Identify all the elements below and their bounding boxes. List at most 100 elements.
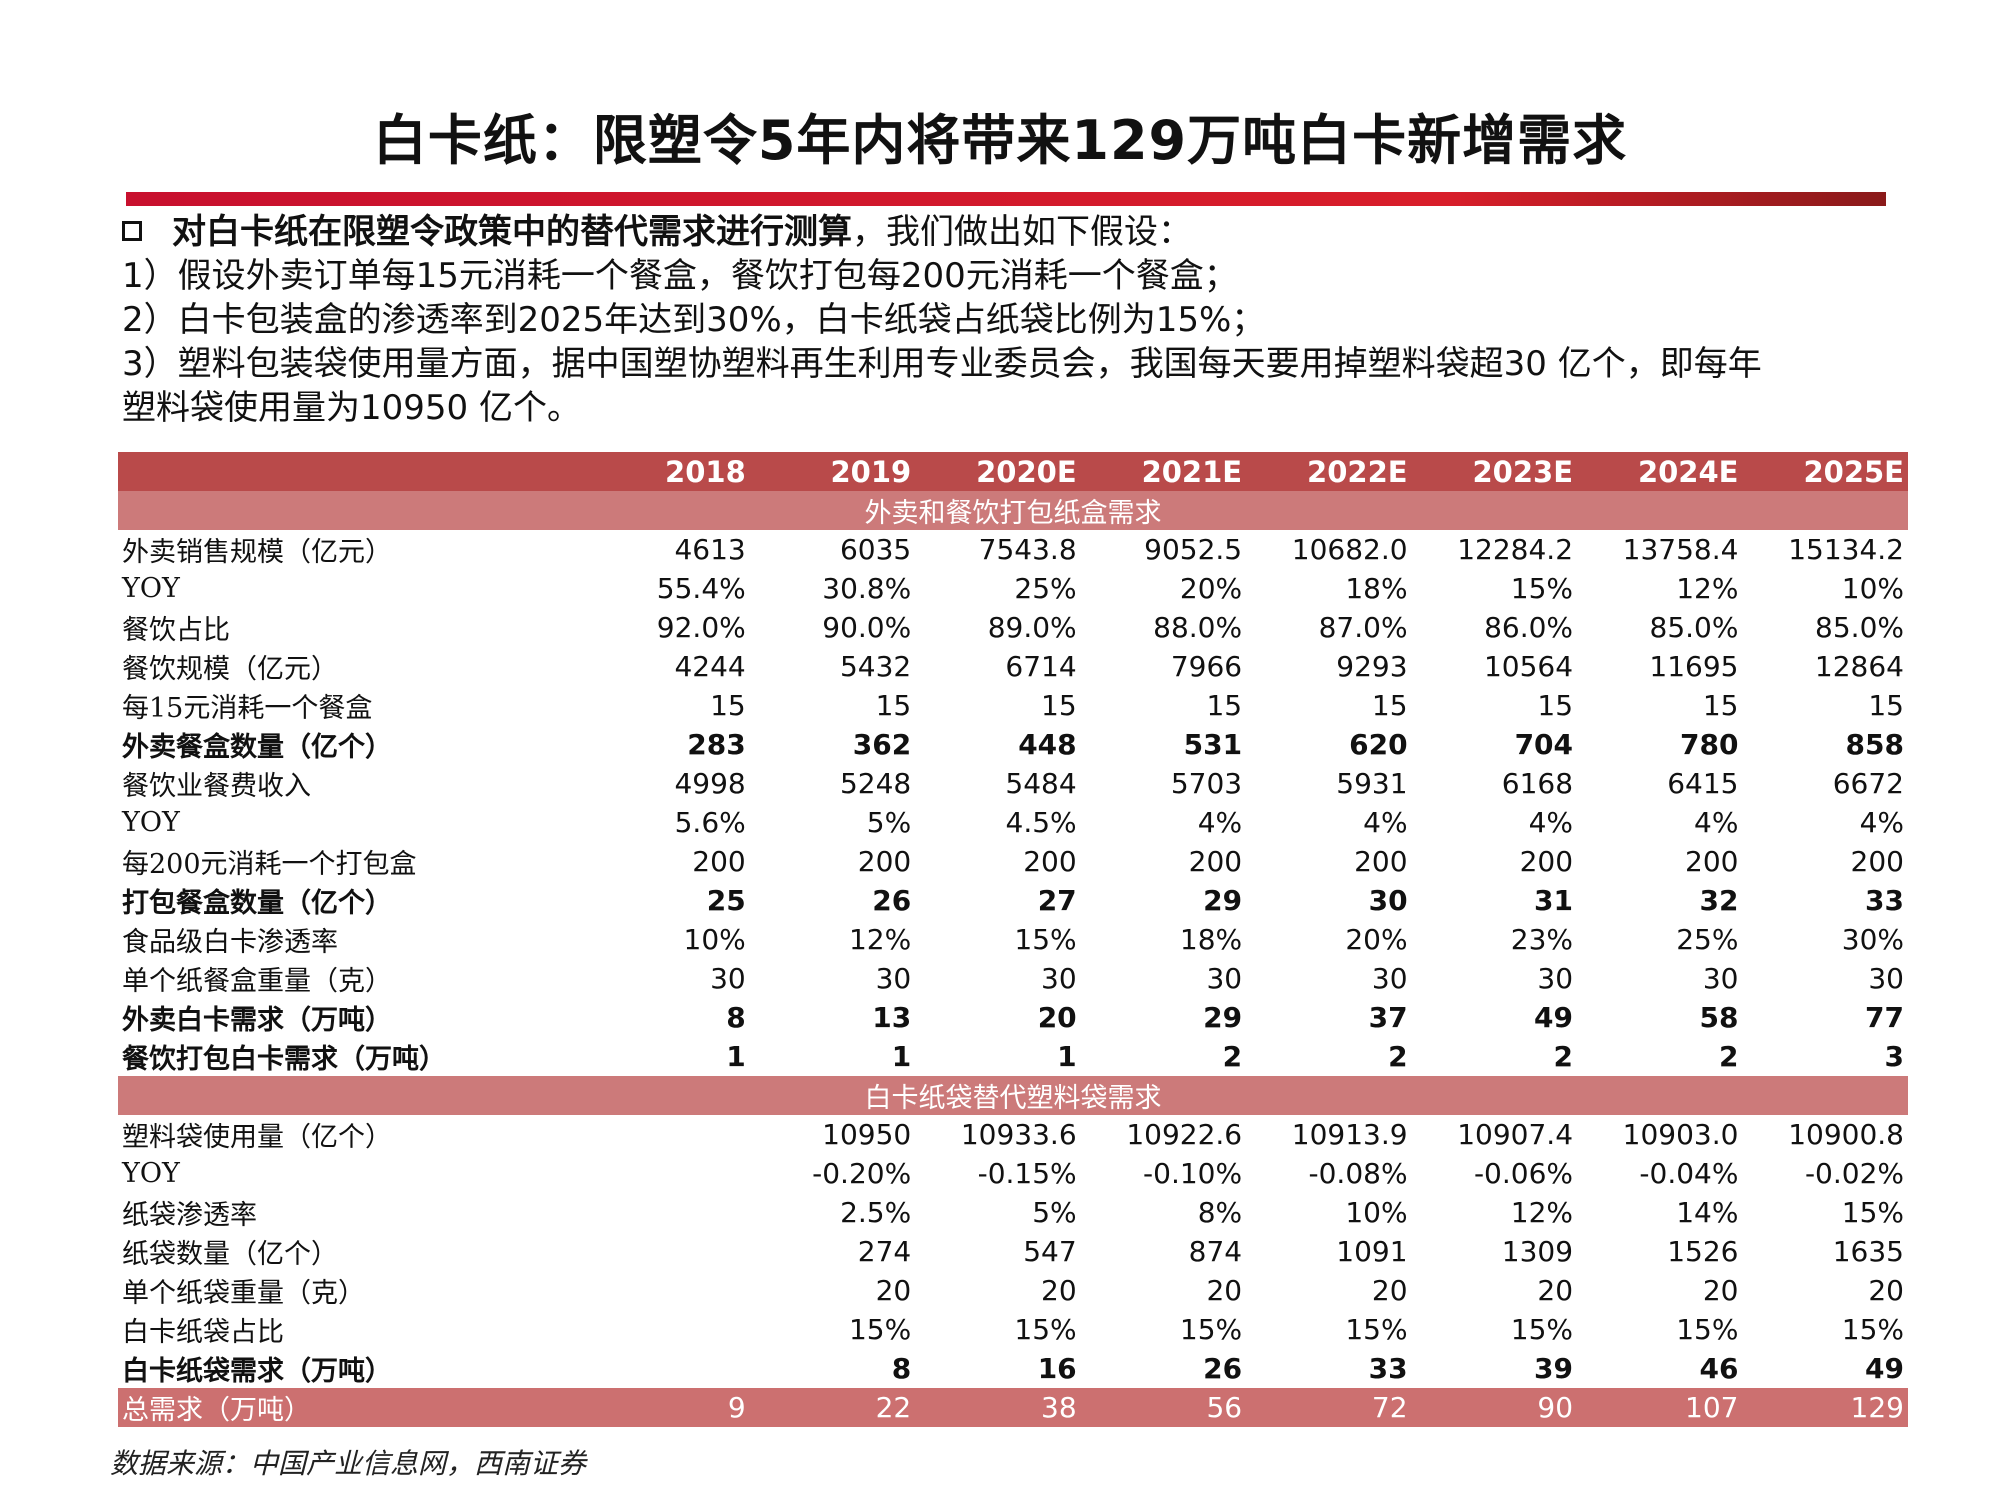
table-cell: 15% <box>848 1313 912 1346</box>
row-label: 单个纸餐盒重量（克） <box>122 966 392 997</box>
table-cell: 6035 <box>839 533 912 566</box>
table-cell: 15 <box>1371 689 1408 722</box>
table-cell: 12284.2 <box>1457 533 1574 566</box>
table-cell: 10% <box>683 923 746 956</box>
table-cell: 46 <box>1699 1352 1739 1385</box>
table-cell: 20 <box>1868 1274 1904 1307</box>
table-cell: 10933.6 <box>960 1118 1077 1151</box>
table-cell: 90.0% <box>822 611 912 644</box>
table-cell: 30 <box>1868 962 1904 995</box>
table-cell: 620 <box>1349 728 1408 761</box>
assumption-lead-tail: ，我们做出如下假设： <box>852 212 1192 252</box>
row-label: 纸袋数量（亿个） <box>122 1239 338 1270</box>
table-cell: 3 <box>1884 1040 1904 1073</box>
data-source: 数据来源：中国产业信息网，西南证券 <box>110 1447 587 1480</box>
table-cell: 10913.9 <box>1291 1118 1408 1151</box>
table-cell: 2 <box>1553 1040 1574 1073</box>
table-cell: 200 <box>1850 845 1904 878</box>
table-cell: 16 <box>1037 1352 1077 1385</box>
table-cell: -0.10% <box>1143 1157 1243 1190</box>
table-cell: 4244 <box>674 650 746 683</box>
total-demand-cell: 22 <box>749 1388 916 1427</box>
row-label: 餐饮规模（亿元） <box>122 654 338 685</box>
row-label: YOY <box>122 807 180 838</box>
table-cell: 15% <box>1841 1196 1904 1229</box>
row-label: 单个纸袋重量（克） <box>122 1278 365 1309</box>
table-cell: 200 <box>1188 845 1243 878</box>
row-label: 食品级白卡渗透率 <box>122 927 338 958</box>
table-cell: 10907.4 <box>1457 1118 1574 1151</box>
table-cell: 20 <box>1537 1274 1574 1307</box>
table-cell: 8 <box>726 1001 746 1034</box>
table-cell: 12% <box>1510 1196 1574 1229</box>
table-cell: 58 <box>1699 1001 1739 1034</box>
table-row: 餐饮打包白卡需求（万吨） 1 1 1 2 2 2 2 3 <box>118 1037 1908 1076</box>
row-label: 餐饮打包白卡需求（万吨） <box>122 1044 446 1075</box>
table-cell: 30 <box>710 962 746 995</box>
assumption-lead: 对白卡纸在限塑令政策中的替代需求进行测算 <box>172 212 852 252</box>
assumption-3: 3）塑料包装袋使用量方面，据中国塑协塑料再生利用专业委员会，我国每天要用掉塑料袋… <box>122 344 1762 384</box>
table-cell: 1635 <box>1832 1235 1904 1268</box>
title-divider <box>126 192 1886 206</box>
table-cell: 20 <box>875 1274 912 1307</box>
assumptions-block: 对白卡纸在限塑令政策中的替代需求进行测算，我们做出如下假设： 1）假设外卖订单每… <box>122 210 1902 430</box>
table-cell: 200 <box>1023 845 1077 878</box>
row-label: 塑料袋使用量（亿个） <box>122 1122 392 1153</box>
table-cell: 15% <box>1510 572 1574 605</box>
table-cell <box>584 1115 749 1154</box>
table-cell: 12864 <box>1814 650 1904 683</box>
table-cell: 12% <box>1676 572 1739 605</box>
table-cell: -0.20% <box>812 1157 912 1190</box>
table-cell: 10900.8 <box>1788 1118 1904 1151</box>
assumption-lead-line: 对白卡纸在限塑令政策中的替代需求进行测算，我们做出如下假设： <box>122 210 1902 254</box>
table-cell: 23% <box>1510 923 1574 956</box>
table-cell: 200 <box>1519 845 1574 878</box>
table-cell: 15% <box>1841 1313 1904 1346</box>
table-cell: 15% <box>1345 1313 1408 1346</box>
table-cell: 4998 <box>674 767 746 800</box>
table-row: 每200元消耗一个打包盒 200 200 200 200 200 200 200 200 <box>118 842 1908 881</box>
total-demand-cell: 56 <box>1080 1388 1247 1427</box>
table-row: 打包餐盒数量（亿个） 25 26 27 29 30 31 32 33 <box>118 881 1908 920</box>
table-cell: 2.5% <box>840 1196 912 1229</box>
year-header-row: 2018 2019 2020E 2021E 2022E 2023E 2024E 2025E <box>118 452 1908 491</box>
table-cell: 15% <box>1676 1313 1739 1346</box>
table-cell: 15 <box>710 689 746 722</box>
table-cell: 11695 <box>1649 650 1739 683</box>
table-cell: 1526 <box>1667 1235 1739 1268</box>
table-cell: 13758.4 <box>1622 533 1739 566</box>
table-cell: 20 <box>1037 1001 1077 1034</box>
year-header-2020E: 2020E <box>915 452 1081 491</box>
table-cell: -0.06% <box>1473 1157 1574 1190</box>
table-cell: 15% <box>1014 1313 1077 1346</box>
year-header-2021E: 2021E <box>1080 452 1247 491</box>
table-cell: 20% <box>1179 572 1243 605</box>
table-cell: 274 <box>857 1235 912 1268</box>
table-cell: -0.02% <box>1804 1157 1904 1190</box>
table-cell: 20 <box>1371 1274 1408 1307</box>
table-cell: 15 <box>875 689 912 722</box>
table-cell: 1309 <box>1501 1235 1574 1268</box>
table-cell: 15134.2 <box>1788 533 1904 566</box>
table-cell: 27 <box>1037 884 1077 917</box>
table-cell: 30.8% <box>822 572 912 605</box>
table-cell: 20 <box>1206 1274 1243 1307</box>
table-cell: 704 <box>1514 728 1574 761</box>
table-cell: 9052.5 <box>1144 533 1243 566</box>
table-cell: 15% <box>1179 1313 1243 1346</box>
table-cell: 200 <box>692 845 746 878</box>
table-cell: 30 <box>1041 962 1077 995</box>
table-cell: 874 <box>1188 1235 1243 1268</box>
table-cell: 5248 <box>839 767 912 800</box>
table-cell: 4% <box>1363 806 1408 839</box>
table-row: 白卡纸袋占比 15% 15% 15% 15% 15% 15% 15% <box>118 1310 1908 1349</box>
table-cell: 5703 <box>1170 767 1243 800</box>
table-row: 纸袋渗透率 2.5% 5% 8% 10% 12% 14% 15% <box>118 1193 1908 1232</box>
table-cell: 20% <box>1345 923 1408 956</box>
year-header-2018: 2018 <box>584 452 750 491</box>
row-label: 外卖白卡需求（万吨） <box>122 1005 392 1036</box>
table-row: 纸袋数量（亿个） 274 547 874 1091 1309 1526 1635 <box>118 1232 1908 1271</box>
section-header-paper-bags-label: 白卡纸袋替代塑料袋需求 <box>118 1076 1908 1115</box>
total-demand-cell: 90 <box>1411 1388 1578 1427</box>
total-demand-cell: 72 <box>1246 1388 1412 1427</box>
